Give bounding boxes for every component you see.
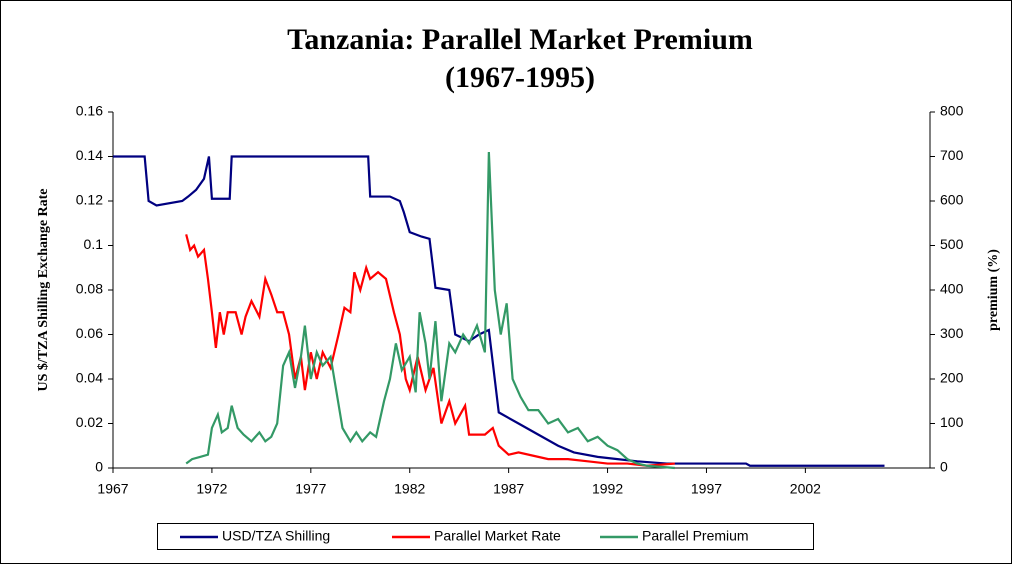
- legend: [157, 523, 814, 550]
- y-axis-label: US $/TZA Shilling Exchange Rate: [36, 188, 51, 391]
- series-line: [113, 155, 885, 467]
- y2-tick-label: 800: [940, 103, 964, 119]
- x-tick-label: 1997: [691, 481, 722, 497]
- x-tick-label: 1987: [493, 481, 524, 497]
- legend-label: Parallel Premium: [642, 528, 749, 544]
- y2-tick-label: 100: [940, 414, 964, 430]
- x-tick-label: 1982: [394, 481, 425, 497]
- y2-tick-label: 700: [940, 147, 964, 163]
- x-tick-label: 2002: [790, 481, 821, 497]
- series-line: [185, 234, 675, 467]
- legend-label: Parallel Market Rate: [434, 528, 561, 544]
- y2-tick-label: 0: [940, 459, 948, 475]
- legend-label: USD/TZA Shilling: [222, 528, 330, 544]
- y-tick-label: 0.06: [76, 325, 103, 341]
- y2-tick-label: 200: [940, 370, 964, 386]
- y-tick-label: 0.04: [76, 370, 103, 386]
- x-tick-label: 1992: [592, 481, 623, 497]
- x-tick-label: 1967: [97, 481, 128, 497]
- y2-tick-label: 400: [940, 281, 964, 297]
- y-tick-label: 0.08: [76, 281, 103, 297]
- y-tick-label: 0: [95, 459, 103, 475]
- y2-axis-label: premium (%): [986, 249, 1001, 331]
- y-tick-label: 0.1: [84, 236, 104, 252]
- chart-title: Tanzania: Parallel Market Premium: [287, 23, 753, 56]
- chart-subtitle: (1967-1995): [445, 61, 595, 94]
- x-tick-label: 1977: [295, 481, 326, 497]
- y2-tick-label: 600: [940, 192, 964, 208]
- y-tick-label: 0.14: [76, 147, 103, 163]
- y2-tick-label: 300: [940, 325, 964, 341]
- y-tick-label: 0.12: [76, 192, 103, 208]
- x-tick-label: 1972: [196, 481, 227, 497]
- series-line: [185, 152, 675, 470]
- y-tick-label: 0.16: [76, 103, 103, 119]
- y2-tick-label: 500: [940, 236, 964, 252]
- y-tick-label: 0.02: [76, 414, 103, 430]
